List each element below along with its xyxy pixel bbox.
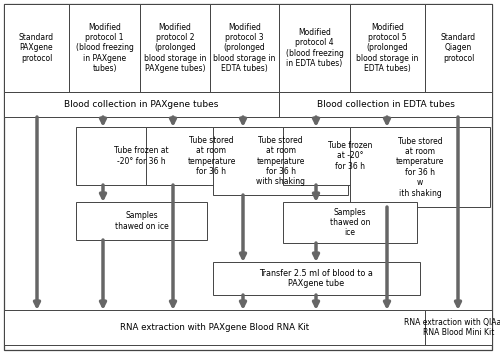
Bar: [76, 127, 207, 185]
Bar: [350, 4, 425, 92]
Bar: [213, 262, 420, 295]
Text: Modified
protocol 4
(blood freezing
in EDTA tubes): Modified protocol 4 (blood freezing in E…: [286, 28, 344, 68]
Text: Tube frozen
at -20°
for 36 h: Tube frozen at -20° for 36 h: [328, 141, 372, 171]
Text: Samples
thawed on
ice: Samples thawed on ice: [330, 208, 370, 237]
Text: Modified
protocol 2
(prolonged
blood storage in
PAXgene tubes): Modified protocol 2 (prolonged blood sto…: [144, 23, 206, 73]
Text: RNA extraction with PAXgene Blood RNA Kit: RNA extraction with PAXgene Blood RNA Ki…: [120, 323, 309, 332]
Text: Modified
protocol 1
(blood freezing
in PAXgene
tubes): Modified protocol 1 (blood freezing in P…: [76, 23, 134, 73]
Bar: [210, 4, 279, 92]
Bar: [425, 4, 492, 92]
Bar: [350, 127, 490, 207]
Bar: [279, 92, 492, 117]
Bar: [69, 4, 140, 92]
Bar: [4, 4, 69, 92]
Text: RNA extraction with QIAamp
RNA Blood Mini Kit: RNA extraction with QIAamp RNA Blood Min…: [404, 318, 500, 337]
Text: Standard
Qiagen
protocol: Standard Qiagen protocol: [441, 33, 476, 63]
Bar: [4, 92, 279, 117]
Text: Tube stored
at room
temperature
for 36 h
with shaking: Tube stored at room temperature for 36 h…: [256, 136, 305, 186]
Text: Modified
protocol 3
(prolonged
blood storage in
EDTA tubes): Modified protocol 3 (prolonged blood sto…: [214, 23, 276, 73]
Text: Samples
thawed on ice: Samples thawed on ice: [114, 211, 168, 231]
Text: Tube stored
at room
temperature
for 36 h: Tube stored at room temperature for 36 h: [188, 136, 236, 176]
Text: Blood collection in EDTA tubes: Blood collection in EDTA tubes: [316, 100, 454, 109]
Text: Modified
protocol 5
(prolonged
blood storage in
EDTA tubes): Modified protocol 5 (prolonged blood sto…: [356, 23, 418, 73]
Bar: [146, 127, 277, 185]
Bar: [4, 310, 425, 345]
Bar: [213, 127, 348, 195]
Bar: [279, 4, 350, 92]
Bar: [283, 127, 417, 185]
Bar: [425, 310, 492, 345]
Bar: [76, 202, 207, 240]
Text: Tube frozen at
-20° for 36 h: Tube frozen at -20° for 36 h: [114, 146, 169, 166]
Text: Transfer 2.5 ml of blood to a
PAXgene tube: Transfer 2.5 ml of blood to a PAXgene tu…: [260, 269, 374, 288]
Text: Tube stored
at room
temperature
for 36 h
w
ith shaking: Tube stored at room temperature for 36 h…: [396, 137, 444, 197]
Text: Standard
PAXgene
protocol: Standard PAXgene protocol: [19, 33, 54, 63]
Text: Blood collection in PAXgene tubes: Blood collection in PAXgene tubes: [64, 100, 218, 109]
Bar: [140, 4, 210, 92]
Bar: [283, 202, 417, 243]
